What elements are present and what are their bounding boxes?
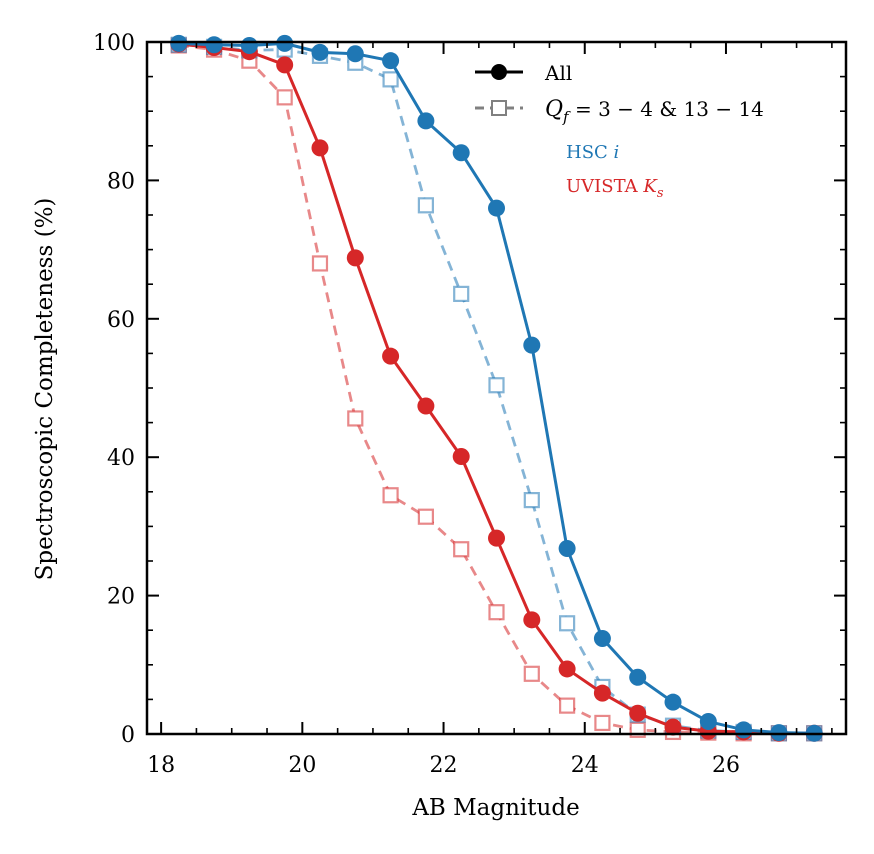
data-point-hsc-all: [735, 721, 753, 739]
y-tick-label: 40: [107, 446, 135, 471]
data-point-uvista-all: [417, 397, 435, 415]
series-hsc-qf: [170, 36, 823, 742]
y-tick-label: 60: [107, 308, 135, 333]
data-point-uvista-qf: [417, 508, 434, 525]
data-point-hsc-all: [276, 34, 294, 52]
data-point-uvista-qf: [453, 541, 470, 558]
data-point-hsc-all: [346, 45, 364, 63]
data-point-hsc-all: [629, 668, 647, 686]
data-point-uvista-all: [311, 139, 329, 157]
x-tick-label: 24: [571, 753, 599, 778]
legend-all-label: All: [544, 61, 572, 85]
data-point-uvista-qf: [594, 714, 611, 732]
legend-hsc-text: HSC: [566, 142, 614, 163]
y-tick-label: 20: [107, 585, 135, 610]
data-point-uvista-all: [593, 684, 611, 702]
axes: 18 20 22 24 26 0 20 40 60 80 100: [93, 31, 848, 778]
x-tick-label: 18: [147, 753, 175, 778]
data-point-uvista-qf: [488, 604, 505, 621]
series-hsc-all: [170, 34, 823, 742]
legend-entry-qf: Qf = 3 − 4 & 13 − 14: [475, 97, 764, 126]
x-tick-label: 22: [430, 753, 458, 778]
data-point-hsc-all: [523, 336, 541, 354]
data-point-uvista-all: [523, 611, 541, 629]
data-point-hsc-all: [205, 36, 223, 54]
data-point-hsc-all: [699, 713, 717, 731]
legend-uvista-subscript: s: [657, 186, 664, 201]
y-tick-label: 0: [121, 723, 135, 748]
data-point-hsc-all: [311, 43, 329, 61]
data-point-hsc-all: [770, 724, 788, 742]
data-point-hsc-all: [382, 52, 400, 70]
legend-all-marker: [491, 64, 507, 80]
data-point-hsc-qf: [488, 377, 505, 394]
data-point-uvista-qf: [382, 487, 399, 504]
x-axis-title: AB Magnitude: [411, 795, 579, 821]
data-point-uvista-qf: [559, 697, 576, 714]
y-axis-title: Spectroscopic Completeness (%): [32, 198, 58, 581]
data-point-uvista-all: [346, 249, 364, 267]
legend-band-hsc: HSC i: [566, 142, 619, 163]
data-point-hsc-all: [417, 112, 435, 130]
legend-qf-symbol: Q: [545, 97, 563, 122]
legend-uvista-var: K: [642, 176, 658, 197]
data-point-uvista-all: [276, 56, 294, 74]
data-point-hsc-qf: [559, 615, 576, 632]
legend-uvista-text: UVISTA: [566, 176, 643, 197]
data-point-hsc-qf: [523, 492, 540, 509]
legend-qf-marker: [491, 100, 507, 116]
data-point-hsc-all: [664, 693, 682, 711]
data-point-uvista-all: [629, 704, 647, 722]
data-point-hsc-qf: [382, 71, 399, 88]
data-point-hsc-all: [558, 540, 576, 558]
legend: All Qf = 3 − 4 & 13 − 14 HSC i UVISTA Ks: [475, 61, 764, 201]
data-point-uvista-qf: [523, 665, 540, 682]
x-tick-label: 20: [288, 753, 316, 778]
legend-qf-label: Qf = 3 − 4 & 13 − 14: [545, 97, 764, 126]
data-point-hsc-all: [452, 144, 470, 162]
x-tick-label: 26: [712, 753, 740, 778]
legend-hsc-var: i: [614, 142, 620, 163]
y-tick-label: 100: [93, 31, 135, 56]
data-point-uvista-all: [488, 529, 505, 547]
data-point-hsc-all: [240, 36, 258, 54]
legend-qf-subscript: f: [562, 108, 571, 126]
data-point-uvista-all: [382, 347, 400, 365]
data-point-uvista-all: [664, 718, 682, 736]
legend-band-uvista: UVISTA Ks: [566, 176, 664, 201]
plot-area: [170, 34, 823, 742]
data-point-hsc-qf: [417, 197, 434, 214]
data-point-hsc-all: [488, 199, 505, 217]
data-point-hsc-qf: [453, 285, 470, 302]
y-tick-label: 80: [107, 169, 135, 194]
legend-qf-range: = 3 − 4 & 13 − 14: [569, 97, 764, 121]
data-point-uvista-qf: [347, 410, 364, 427]
data-point-hsc-all: [593, 630, 611, 647]
data-point-uvista-qf: [311, 255, 329, 272]
data-point-hsc-all: [170, 34, 188, 52]
legend-entry-all: All: [475, 61, 572, 85]
data-point-uvista-all: [452, 448, 470, 466]
data-point-uvista-all: [558, 660, 576, 678]
data-point-uvista-qf: [276, 89, 293, 106]
